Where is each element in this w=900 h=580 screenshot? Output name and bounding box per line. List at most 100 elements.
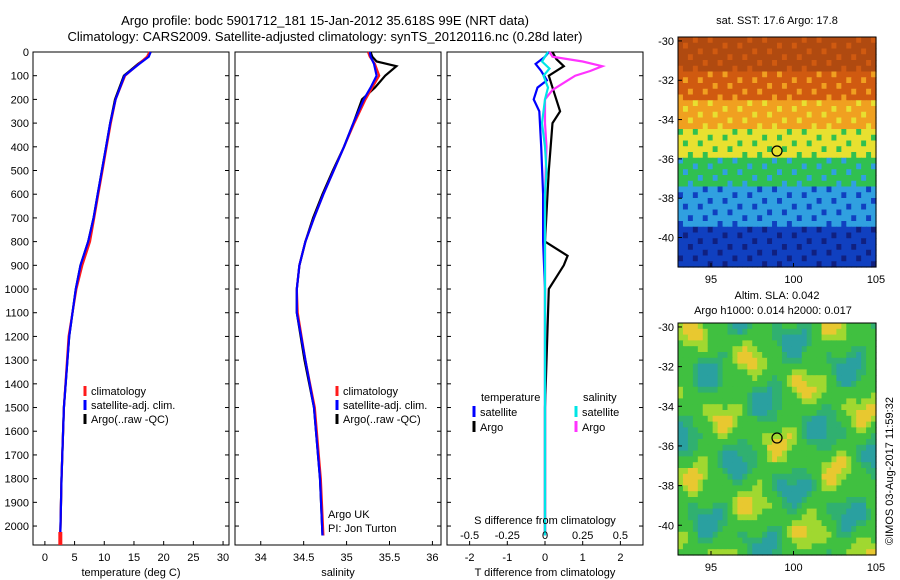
map-cell <box>692 192 699 199</box>
map-cell <box>697 71 704 78</box>
map-cell <box>762 404 768 411</box>
map-cell <box>796 249 803 257</box>
map-cell <box>826 410 833 417</box>
map-cell <box>682 456 689 463</box>
s-tick-label: 0.5 <box>613 530 628 542</box>
map-cell <box>742 175 748 182</box>
map-cell <box>866 508 872 515</box>
map-cell <box>861 221 867 228</box>
map-cell <box>732 134 738 142</box>
map-cell <box>781 83 788 90</box>
map-cell <box>777 514 783 521</box>
map-cell <box>762 42 768 50</box>
map-cell <box>678 514 684 521</box>
map-cell <box>712 450 719 457</box>
map-cell <box>816 485 823 492</box>
map-cell <box>732 462 738 469</box>
map-cell <box>801 346 808 353</box>
map-cell <box>682 421 689 428</box>
map-cell <box>697 117 704 124</box>
map-cell <box>796 439 803 446</box>
map-cell <box>781 369 788 376</box>
map-cell <box>737 531 743 539</box>
map-cell <box>806 456 813 463</box>
map-cell <box>816 48 823 55</box>
map-cell <box>732 497 738 504</box>
map-cell <box>747 226 753 234</box>
map-cell <box>861 42 867 50</box>
map-cell <box>777 100 783 107</box>
map-cell <box>786 129 793 136</box>
map-cell <box>866 192 872 199</box>
map-cell <box>697 508 704 515</box>
map-cell <box>772 100 778 107</box>
map-cell <box>687 340 694 347</box>
map-cell <box>806 415 813 423</box>
map-cell <box>678 65 684 73</box>
map-cell <box>821 456 828 463</box>
map-x-tick-label: 95 <box>705 274 717 286</box>
map-cell <box>727 410 734 417</box>
map-cell <box>871 433 877 440</box>
map-cell <box>687 334 694 341</box>
map-cell <box>742 215 748 222</box>
map-cell <box>821 157 828 165</box>
map-cell <box>866 94 872 101</box>
map-cell <box>727 462 734 469</box>
map-cell <box>678 520 684 527</box>
map-cell <box>747 531 753 539</box>
map-cell <box>801 439 808 446</box>
map-cell <box>752 129 758 136</box>
map-cell <box>717 549 724 556</box>
map-cell <box>762 328 768 336</box>
map-cell <box>861 106 867 113</box>
map-cell <box>851 249 857 257</box>
map-cell <box>851 468 857 475</box>
map-cell <box>806 54 813 61</box>
map-cell <box>727 88 734 96</box>
map-cell <box>678 192 684 199</box>
map-cell <box>747 111 753 119</box>
annotation-line: Argo UK <box>328 509 370 521</box>
map-cell <box>821 226 828 234</box>
map-cell <box>856 415 862 423</box>
map-cell <box>806 404 813 411</box>
map-cell <box>777 65 783 73</box>
map-cell <box>717 450 724 457</box>
map-cell <box>772 462 778 469</box>
x-tick-label: 1 <box>580 552 586 564</box>
map-cell <box>767 375 773 382</box>
map-cell <box>831 226 837 234</box>
map-cell <box>871 421 877 428</box>
map-cell <box>806 427 813 434</box>
map-cell <box>846 508 852 515</box>
sst-map <box>678 37 877 268</box>
map-cell <box>697 42 704 50</box>
map-cell <box>836 198 842 205</box>
map-cell <box>772 37 778 44</box>
map-cell <box>757 340 763 347</box>
map-cell <box>796 415 803 423</box>
map-cell <box>806 186 813 193</box>
map-cell <box>772 456 778 463</box>
map-cell <box>692 37 699 44</box>
map-cell <box>801 37 808 44</box>
map-cell <box>702 526 709 533</box>
map-cell <box>772 514 778 521</box>
map-cell <box>702 473 709 481</box>
map-cell <box>732 249 738 257</box>
map-cell <box>717 134 724 142</box>
map-cell <box>678 497 684 504</box>
map-cell <box>801 526 808 533</box>
map-cell <box>697 433 704 440</box>
map-cell <box>821 203 828 211</box>
map-cell <box>772 186 778 193</box>
map-cell <box>697 77 704 84</box>
map-cell <box>717 363 724 370</box>
map-cell <box>836 111 842 119</box>
map-cell <box>722 375 729 382</box>
map-cell <box>801 42 808 50</box>
map-cell <box>692 433 699 440</box>
y-tick-label: 900 <box>11 260 29 272</box>
map-cell <box>811 363 818 370</box>
